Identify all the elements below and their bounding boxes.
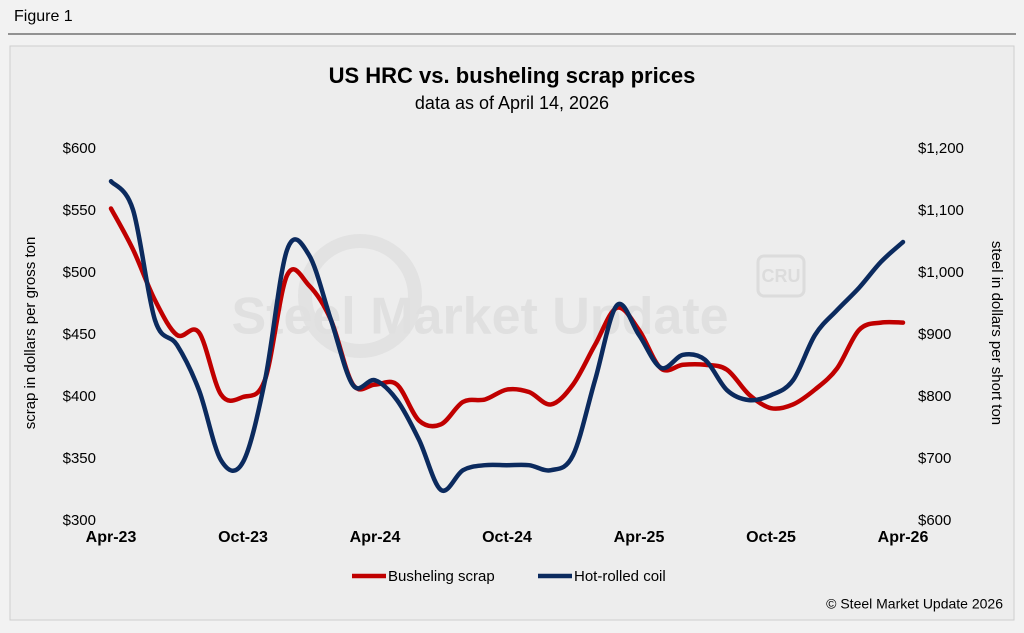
- y-tick-label: $600: [63, 140, 96, 157]
- logo-box: [756, 254, 806, 298]
- chart-subtitle: data as of April 14, 2026: [415, 93, 609, 113]
- x-tick-label: Oct-25: [746, 529, 796, 546]
- copyright: © Steel Market Update 2026: [826, 596, 1003, 612]
- y-tick-label: $550: [63, 202, 96, 219]
- x-tick-label: Oct-23: [218, 529, 268, 546]
- y2-tick-label: $900: [918, 326, 951, 343]
- y2-tick-label: $1,200: [918, 140, 964, 157]
- x-tick-label: Apr-24: [350, 529, 401, 546]
- y2-tick-label: $800: [918, 388, 951, 405]
- chart-title: US HRC vs. busheling scrap prices: [329, 63, 696, 88]
- watermark-mark: [298, 234, 422, 358]
- x-tick-label: Apr-26: [878, 529, 929, 546]
- y-axis-label: scrap in dollars per gross ton: [22, 237, 39, 430]
- y-tick-label: $450: [63, 326, 96, 343]
- y-tick-label: $300: [63, 512, 96, 529]
- y-tick-label: $350: [63, 450, 96, 467]
- y2-tick-label: $600: [918, 512, 951, 529]
- figure-label: Figure 1: [14, 8, 73, 25]
- y-tick-label: $500: [63, 264, 96, 281]
- x-tick-label: Apr-23: [86, 529, 137, 546]
- y2-tick-label: $700: [918, 450, 951, 467]
- legend-label: Busheling scrap: [388, 568, 495, 585]
- x-tick-label: Oct-24: [482, 529, 532, 546]
- watermark: Steel Market Update: [231, 288, 728, 346]
- y2-tick-label: $1,000: [918, 264, 964, 281]
- y2-axis-label: steel in dollars per short ton: [988, 241, 1005, 425]
- series-line: [108, 178, 906, 494]
- x-tick-label: Apr-25: [614, 529, 665, 546]
- y-tick-label: $400: [63, 388, 96, 405]
- y2-tick-label: $1,100: [918, 202, 964, 219]
- series-line: [108, 206, 906, 429]
- legend-label: Hot-rolled coil: [574, 568, 666, 585]
- logo: CRU: [762, 266, 801, 286]
